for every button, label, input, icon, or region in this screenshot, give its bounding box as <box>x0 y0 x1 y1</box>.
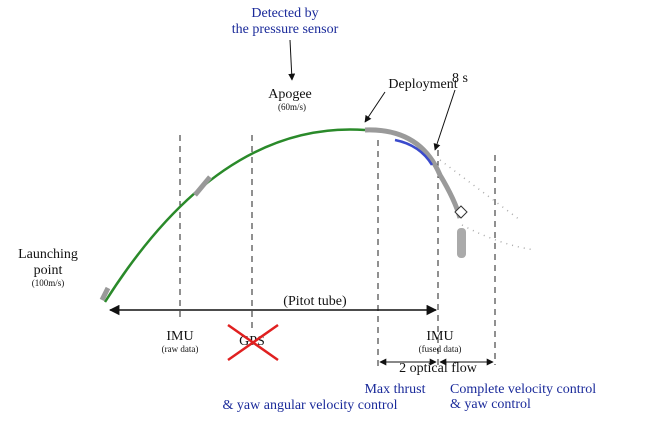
launch-label: Launching <box>18 247 78 262</box>
pitot-label: (Pitot tube) <box>283 294 347 309</box>
sensor-note: the pressure sensor <box>232 22 339 37</box>
phase-label: & yaw control <box>450 397 531 412</box>
optical-flow-label: 2 optical flow <box>399 361 478 376</box>
imu-fused-sub: (fused data) <box>419 344 462 354</box>
rocket-icon <box>193 175 212 197</box>
apogee-label: Apogee <box>268 87 312 102</box>
rocket-icon <box>457 228 466 258</box>
projected-path <box>439 159 521 221</box>
rocket-icon <box>99 286 111 302</box>
launch-speed: (100m/s) <box>32 278 65 288</box>
apogee-speed: (60m/s) <box>278 102 306 112</box>
projected-path <box>461 224 536 251</box>
deployment-label: Deployment <box>388 77 457 92</box>
gps-cross <box>227 323 279 362</box>
pointer-arrow <box>433 89 456 151</box>
imu-raw-label: IMU <box>166 329 193 344</box>
timer-label: 8 s <box>452 71 468 86</box>
sensor-note: Detected by <box>251 6 318 21</box>
marker-icon <box>454 205 468 219</box>
launch-label: point <box>34 263 63 278</box>
descent-trajectory <box>364 127 463 219</box>
imu-raw-sub: (raw data) <box>162 344 199 354</box>
ascent-trajectory <box>103 128 366 303</box>
phase-label: Complete velocity control <box>450 382 596 397</box>
phase-label: & yaw angular velocity control <box>223 398 398 413</box>
imu-fused-label: IMU <box>426 329 453 344</box>
phase-label: Max thrust <box>364 382 425 397</box>
pointer-arrow <box>364 91 386 123</box>
descent-highlight <box>394 138 434 166</box>
pointer-arrow <box>288 39 296 81</box>
